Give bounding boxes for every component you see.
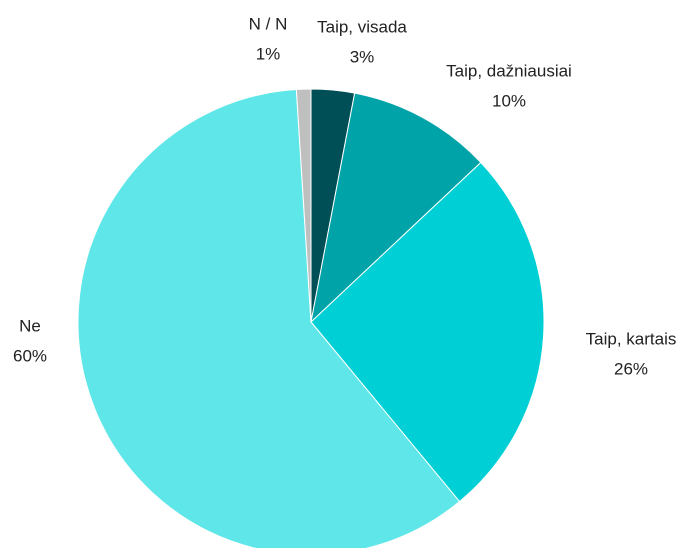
pie-slice bbox=[310, 161, 545, 503]
slice-value-label: 10% bbox=[492, 91, 526, 110]
slice-label: N / N bbox=[249, 14, 288, 33]
slice-label: Taip, visada bbox=[317, 17, 407, 36]
pie-slice bbox=[295, 88, 312, 323]
slice-label: Ne bbox=[19, 316, 41, 335]
pie-slice bbox=[310, 92, 482, 324]
slice-label: Taip, kartais bbox=[586, 329, 677, 348]
slice-label: Taip, dažniausiai bbox=[446, 61, 572, 80]
slice-value-label: 1% bbox=[256, 44, 281, 63]
slice-value-label: 26% bbox=[614, 359, 648, 378]
slice-value-label: 3% bbox=[350, 47, 375, 66]
pie-slice bbox=[77, 88, 461, 548]
slice-value-label: 60% bbox=[13, 346, 47, 365]
